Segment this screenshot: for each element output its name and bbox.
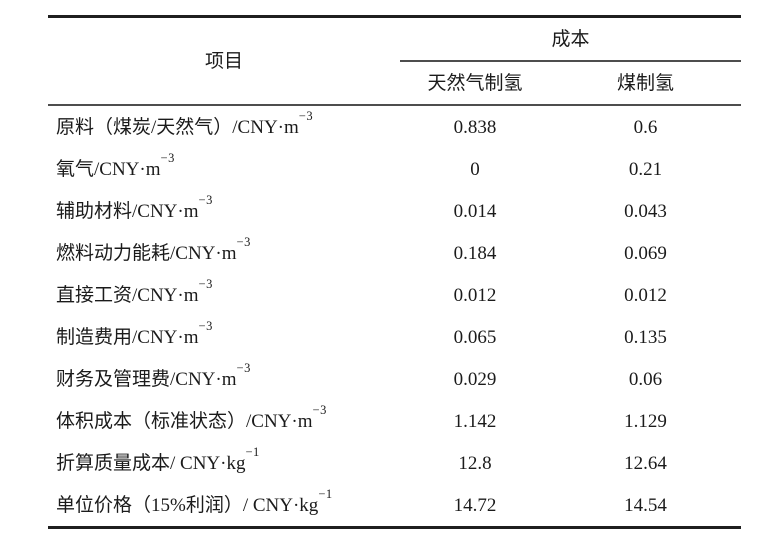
row-item-label: 直接工资/CNY·m−3 bbox=[48, 274, 400, 316]
unit-exponent: −3 bbox=[236, 360, 251, 375]
coal-value: 0.21 bbox=[628, 158, 663, 180]
column-header-item: 项目 bbox=[48, 16, 400, 106]
table-row: 氧气/CNY·m−3 0 0.21 bbox=[48, 148, 741, 190]
item-text: 原料（煤炭/天然气）/CNY·m bbox=[56, 116, 299, 138]
row-item-label: 燃料动力能耗/CNY·m−3 bbox=[48, 232, 400, 274]
natural-gas-value: 0.184 bbox=[453, 242, 497, 264]
table-row: 财务及管理费/CNY·m−3 0.029 0.06 bbox=[48, 358, 741, 400]
unit-exponent: −3 bbox=[298, 108, 314, 123]
coal-value: 0.06 bbox=[628, 368, 663, 390]
column-header-natural-gas: 天然气制氢 bbox=[400, 61, 550, 106]
natural-gas-value: 0.838 bbox=[453, 116, 497, 138]
table-row: 单位价格（15%利润）/ CNY·kg−1 14.72 14.54 bbox=[48, 484, 741, 528]
coal-value: 0.069 bbox=[624, 242, 667, 264]
coal-value: 0.135 bbox=[624, 326, 667, 348]
item-text: 单位价格（15%利润）/ CNY·kg bbox=[56, 494, 319, 516]
table-row: 折算质量成本/ CNY·kg−1 12.8 12.64 bbox=[48, 442, 741, 484]
unit-exponent: −3 bbox=[198, 276, 213, 291]
unit-exponent: −1 bbox=[245, 444, 260, 459]
row-item-label: 折算质量成本/ CNY·kg−1 bbox=[48, 442, 400, 484]
item-text: 折算质量成本/ CNY·kg bbox=[56, 452, 246, 474]
item-text: 氧气/CNY·m bbox=[56, 158, 161, 180]
unit-exponent: −1 bbox=[318, 486, 333, 501]
unit-exponent: −3 bbox=[198, 192, 213, 207]
item-text: 辅助材料/CNY·m bbox=[56, 200, 199, 222]
natural-gas-value: 0.014 bbox=[453, 200, 497, 222]
row-item-label: 单位价格（15%利润）/ CNY·kg−1 bbox=[48, 484, 400, 528]
row-item-label: 体积成本（标准状态）/CNY·m−3 bbox=[48, 400, 400, 442]
natural-gas-value: 1.142 bbox=[453, 410, 497, 432]
coal-value: 0.012 bbox=[624, 284, 667, 306]
unit-exponent: −3 bbox=[312, 402, 327, 417]
natural-gas-value: 12.8 bbox=[458, 452, 492, 474]
cost-comparison-table: 项目 成本 天然气制氢 煤制氢 原料（煤炭/天然气）/CNY·m−3 0.838… bbox=[48, 15, 742, 529]
unit-exponent: −3 bbox=[160, 150, 175, 165]
table-row: 燃料动力能耗/CNY·m−3 0.184 0.069 bbox=[48, 232, 741, 274]
coal-value: 1.129 bbox=[624, 410, 667, 432]
coal-value: 12.64 bbox=[624, 452, 667, 474]
natural-gas-value: 0.012 bbox=[453, 284, 497, 306]
table-row: 原料（煤炭/天然气）/CNY·m−3 0.838 0.6 bbox=[48, 105, 741, 148]
table-row: 体积成本（标准状态）/CNY·m−3 1.142 1.129 bbox=[48, 400, 741, 442]
natural-gas-value: 14.72 bbox=[453, 494, 497, 516]
row-item-label: 氧气/CNY·m−3 bbox=[48, 148, 400, 190]
unit-exponent: −3 bbox=[198, 318, 213, 333]
table-body: 原料（煤炭/天然气）/CNY·m−3 0.838 0.6 氧气/CNY·m−3 … bbox=[48, 105, 741, 528]
header-row-top: 项目 成本 bbox=[48, 16, 742, 106]
item-text: 燃料动力能耗/CNY·m bbox=[56, 242, 237, 264]
row-item-label: 制造费用/CNY·m−3 bbox=[48, 316, 400, 358]
table-row: 制造费用/CNY·m−3 0.065 0.135 bbox=[48, 316, 741, 358]
unit-exponent: −3 bbox=[236, 234, 251, 249]
item-text: 直接工资/CNY·m bbox=[56, 284, 199, 306]
row-item-label: 原料（煤炭/天然气）/CNY·m−3 bbox=[48, 105, 400, 148]
column-header-coal: 煤制氢 bbox=[550, 61, 742, 106]
item-text: 制造费用/CNY·m bbox=[56, 326, 199, 348]
table-row: 直接工资/CNY·m−3 0.012 0.012 bbox=[48, 274, 741, 316]
item-text: 体积成本（标准状态）/CNY·m bbox=[56, 410, 313, 432]
item-text: 财务及管理费/CNY·m bbox=[56, 368, 237, 390]
natural-gas-value: 0.029 bbox=[453, 368, 497, 390]
table-header: 项目 成本 天然气制氢 煤制氢 bbox=[48, 16, 742, 106]
coal-value: 0.6 bbox=[633, 116, 658, 138]
coal-value: 0.043 bbox=[624, 200, 667, 222]
column-header-cost-group: 成本 bbox=[400, 16, 742, 62]
row-item-label: 财务及管理费/CNY·m−3 bbox=[48, 358, 400, 400]
natural-gas-value: 0 bbox=[470, 158, 480, 180]
natural-gas-value: 0.065 bbox=[453, 326, 497, 348]
row-item-label: 辅助材料/CNY·m−3 bbox=[48, 190, 400, 232]
coal-value: 14.54 bbox=[624, 494, 667, 516]
header-row-sub: 天然气制氢 煤制氢 bbox=[48, 61, 742, 106]
table-row: 辅助材料/CNY·m−3 0.014 0.043 bbox=[48, 190, 741, 232]
